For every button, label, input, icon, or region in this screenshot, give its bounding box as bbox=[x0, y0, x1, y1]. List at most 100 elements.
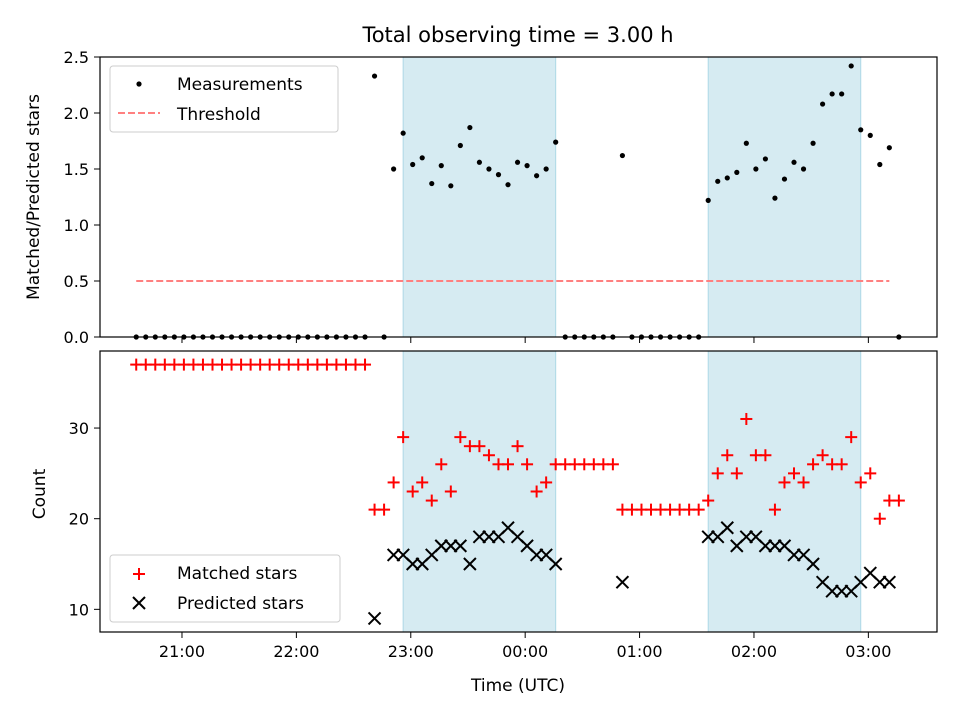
matched-star-point bbox=[807, 458, 820, 471]
measurement-point bbox=[476, 159, 483, 165]
top-y-tick-label: 1.0 bbox=[64, 216, 89, 235]
matched-star-point bbox=[788, 467, 801, 480]
top-shaded-interval-1 bbox=[402, 56, 557, 338]
predicted-star-point bbox=[787, 548, 801, 562]
measurement-point bbox=[400, 130, 406, 136]
predicted-star-point bbox=[806, 557, 820, 571]
matched-star-point bbox=[797, 476, 810, 489]
predicted-star-point bbox=[472, 530, 487, 544]
bottom-shaded-interval-1 bbox=[402, 350, 557, 633]
matched-star-point bbox=[711, 467, 724, 480]
predicted-star-point bbox=[615, 575, 630, 589]
measurement-point bbox=[495, 172, 502, 178]
matched-star-point bbox=[416, 476, 429, 489]
measurement-point bbox=[753, 166, 759, 172]
predicted-star-point bbox=[482, 530, 496, 544]
bottom-legend: Matched stars Predicted stars bbox=[109, 554, 341, 623]
matched-star-point bbox=[835, 458, 848, 471]
predicted-star-point bbox=[720, 521, 734, 535]
predicted-star-point bbox=[548, 557, 563, 571]
predicted-star-point bbox=[882, 575, 897, 589]
matched-star-point bbox=[444, 485, 457, 498]
matched-star-point bbox=[778, 476, 791, 489]
matched-star-point bbox=[606, 458, 619, 471]
measurement-point bbox=[429, 180, 435, 187]
bottom-shaded-interval-2 bbox=[707, 350, 862, 633]
matched-star-point bbox=[702, 494, 715, 507]
measurement-point bbox=[820, 101, 826, 107]
matched-star-point bbox=[759, 449, 772, 462]
matched-star-point bbox=[397, 431, 410, 444]
measurement-point bbox=[781, 176, 788, 182]
top-y-tick-label: 0.0 bbox=[64, 328, 89, 347]
predicted-star-point bbox=[529, 548, 544, 562]
measurement-point bbox=[457, 142, 463, 149]
measurement-point bbox=[419, 155, 425, 161]
predicted-star-point bbox=[386, 548, 401, 562]
predicted-star-point bbox=[834, 584, 849, 598]
x-tick-label: 02:00 bbox=[731, 642, 777, 661]
measurement-point bbox=[371, 73, 378, 79]
legend-label-threshold: Threshold bbox=[176, 105, 261, 125]
bottom-y-tick-label: 30 bbox=[69, 419, 89, 438]
matched-star-point bbox=[387, 476, 400, 489]
measurement-point bbox=[391, 166, 397, 172]
predicted-star-point bbox=[825, 584, 839, 598]
predicted-star-point bbox=[873, 575, 887, 589]
measurement-point bbox=[410, 161, 416, 168]
measurement-point bbox=[810, 140, 816, 146]
measurement-point bbox=[734, 169, 740, 175]
legend-label-measurements: Measurements bbox=[177, 75, 303, 95]
top-y-tick-label: 1.5 bbox=[64, 160, 89, 179]
measurement-point bbox=[505, 182, 511, 188]
predicted-star-point bbox=[444, 539, 458, 553]
matched-star-point bbox=[502, 458, 515, 471]
matched-star-point bbox=[892, 494, 905, 507]
predicted-star-point bbox=[758, 539, 773, 553]
top-y-tick-label: 2.5 bbox=[64, 48, 89, 67]
measurement-point bbox=[619, 152, 626, 159]
measurement-point bbox=[553, 139, 559, 145]
x-tick-label: 21:00 bbox=[159, 642, 205, 661]
matched-star-point bbox=[768, 503, 781, 516]
measurement-point bbox=[524, 163, 530, 169]
top-legend: Measurements Threshold bbox=[109, 65, 339, 133]
matched-star-point bbox=[740, 412, 753, 425]
predicted-star-point bbox=[434, 539, 448, 553]
predicted-star-point bbox=[367, 611, 382, 626]
measurement-point bbox=[705, 197, 711, 203]
matched-star-point bbox=[530, 485, 543, 498]
measurement-point bbox=[829, 91, 835, 97]
top-y-tick-label: 2.0 bbox=[64, 104, 89, 123]
legend-label-matched: Matched stars bbox=[177, 564, 297, 584]
measurement-point bbox=[791, 159, 797, 165]
matched-star-point bbox=[378, 503, 391, 516]
bottom-y-tick-label: 20 bbox=[69, 510, 89, 529]
matched-star-point bbox=[454, 431, 467, 444]
measurement-point bbox=[877, 161, 883, 168]
x-tick-label: 00:00 bbox=[502, 642, 548, 661]
matched-star-point bbox=[435, 458, 448, 471]
legend-label-predicted: Predicted stars bbox=[177, 594, 304, 614]
matched-star-point bbox=[692, 503, 705, 516]
top-y-tick-label: 0.5 bbox=[64, 272, 89, 291]
predicted-star-point bbox=[453, 539, 468, 553]
top-legend-frame bbox=[109, 65, 339, 133]
matched-star-point bbox=[873, 512, 886, 525]
bottom-axes-frame bbox=[99, 350, 938, 633]
matched-star-point bbox=[540, 476, 553, 489]
x-tick-label: 03:00 bbox=[845, 642, 891, 661]
matched-star-point bbox=[730, 467, 743, 480]
measurement-point bbox=[762, 156, 769, 162]
measurement-point bbox=[514, 159, 521, 165]
measurement-point bbox=[715, 178, 721, 184]
x-axis-label: Time (UTC) bbox=[470, 676, 565, 696]
measurement-point bbox=[800, 166, 807, 172]
top-axes-frame bbox=[99, 56, 938, 338]
legend-marker-predicted bbox=[132, 596, 146, 610]
predicted-star-point bbox=[463, 557, 477, 571]
matched-star-point bbox=[406, 485, 419, 498]
matched-star-point bbox=[854, 476, 867, 489]
matched-star-point bbox=[864, 467, 877, 480]
